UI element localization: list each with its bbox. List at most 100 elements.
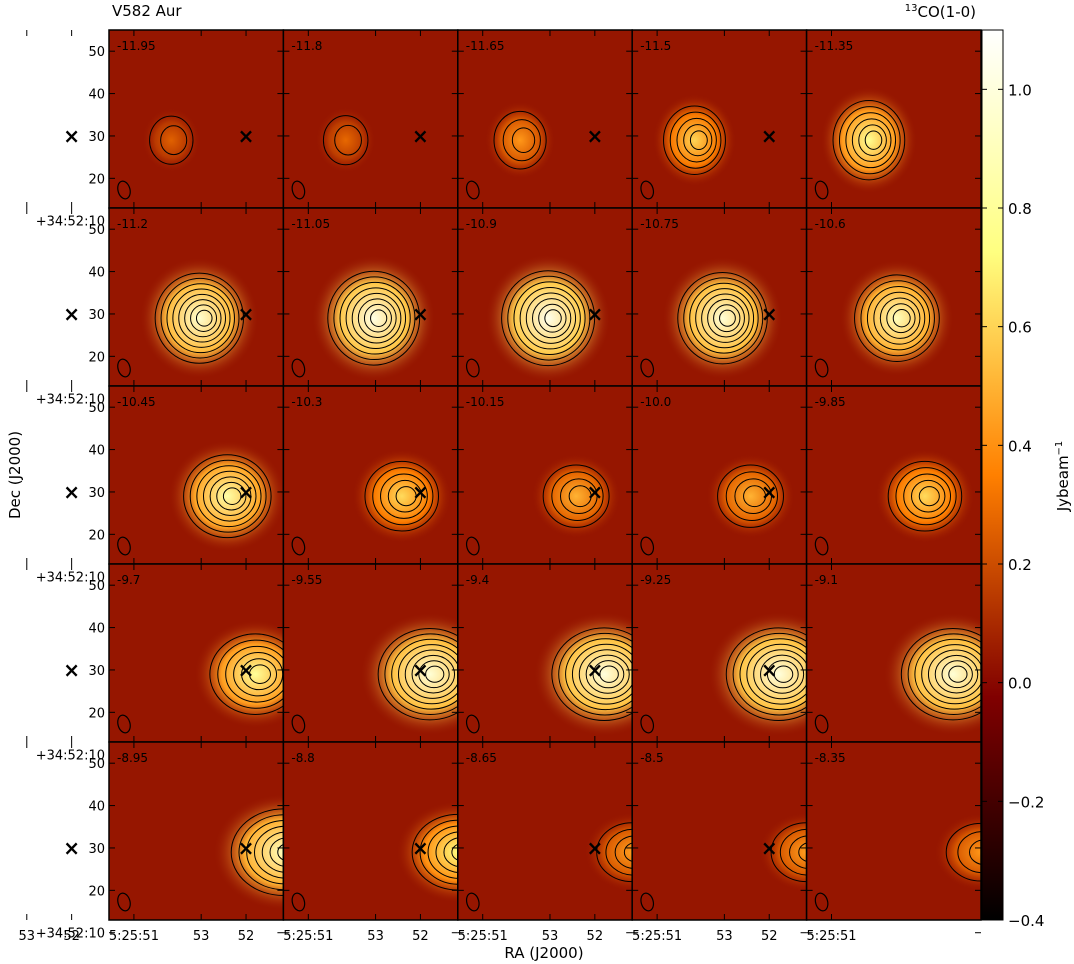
contour-line bbox=[779, 828, 807, 876]
beam-ellipse bbox=[291, 180, 306, 200]
source-position-marker: × bbox=[63, 480, 80, 504]
contour-line bbox=[887, 460, 963, 532]
x-tick-label: 53 bbox=[716, 929, 733, 944]
y-tick-label: 20 bbox=[88, 884, 105, 899]
emission-region bbox=[139, 257, 259, 380]
contour-line bbox=[585, 654, 630, 694]
contour-line bbox=[798, 842, 807, 862]
emission-region bbox=[484, 101, 556, 180]
colorbar-label: Jybeam−1 bbox=[1054, 441, 1072, 513]
source-position-marker: × bbox=[586, 658, 603, 682]
contour-line bbox=[351, 292, 402, 344]
x-tick-label: 52 bbox=[412, 929, 429, 944]
y-tick-label: 40 bbox=[88, 800, 105, 815]
channel-panel: × -8.65 53 52 5:25:51 bbox=[367, 741, 633, 944]
channel-panel: × -9.25 bbox=[549, 563, 808, 756]
channel-velocity-label: -9.4 bbox=[466, 573, 489, 587]
x-tick-label: 52 bbox=[587, 929, 604, 944]
contour-line bbox=[948, 665, 968, 683]
contour-line bbox=[418, 660, 450, 689]
channel-velocity-label: -9.85 bbox=[815, 395, 846, 409]
emission-region bbox=[360, 612, 458, 736]
contour-line bbox=[851, 118, 892, 163]
contour-line bbox=[701, 293, 750, 343]
contour-line bbox=[269, 837, 284, 867]
contour-line bbox=[713, 304, 741, 333]
contour-line bbox=[196, 465, 262, 528]
contour-line bbox=[760, 654, 805, 694]
beam-ellipse bbox=[117, 714, 131, 734]
beam-ellipse bbox=[465, 892, 480, 912]
channel-velocity-label: -11.95 bbox=[117, 39, 156, 53]
contour-line bbox=[596, 822, 633, 883]
contour-line bbox=[957, 831, 981, 874]
colorbar-tick-label: 0.8 bbox=[1008, 200, 1032, 218]
emission-region bbox=[485, 254, 611, 383]
channel-panel: × -10.9 bbox=[375, 207, 633, 400]
emission-region bbox=[820, 86, 918, 194]
source-position-marker: × bbox=[412, 302, 429, 326]
source-position-marker: × bbox=[238, 836, 255, 860]
contour-line bbox=[248, 664, 271, 684]
contour-line bbox=[370, 309, 388, 327]
beam-ellipse bbox=[640, 714, 655, 734]
contour-line bbox=[789, 835, 807, 869]
contour-line bbox=[172, 288, 231, 348]
contour-line bbox=[683, 124, 713, 157]
beam-ellipse bbox=[291, 358, 306, 378]
channel-velocity-label: -8.5 bbox=[640, 751, 663, 765]
source-position-marker: × bbox=[238, 124, 255, 148]
source-position-marker: × bbox=[761, 124, 778, 148]
contour-line bbox=[241, 658, 278, 691]
source-position-marker: × bbox=[63, 302, 80, 326]
contour-line bbox=[558, 632, 633, 716]
contour-line bbox=[277, 843, 284, 861]
contour-line bbox=[773, 665, 794, 683]
y-tick-label: 40 bbox=[88, 622, 105, 637]
contour-line bbox=[377, 628, 458, 721]
y-tick-label: 40 bbox=[88, 88, 105, 103]
y-tick-label: +34:52:10 bbox=[36, 571, 105, 586]
channel-velocity-label: -11.2 bbox=[117, 217, 148, 231]
channel-velocity-label: -10.6 bbox=[815, 217, 846, 231]
channel-velocity-label: -9.55 bbox=[291, 573, 322, 587]
x-tick-label: 52 bbox=[238, 929, 255, 944]
contour-line bbox=[502, 119, 541, 162]
contour-line bbox=[443, 837, 458, 867]
source-position-marker: × bbox=[63, 836, 80, 860]
channel-panel: × -11.65 bbox=[375, 29, 633, 222]
channel-velocity-label: -11.35 bbox=[815, 39, 854, 53]
channel-velocity-label: -10.75 bbox=[640, 217, 679, 231]
channel-velocity-label: -8.35 bbox=[815, 751, 846, 765]
contour-line bbox=[941, 660, 973, 689]
channel-panel: × -10.75 bbox=[549, 207, 808, 400]
contour-line bbox=[914, 638, 981, 710]
channel-panel: × -11.2 50 40 30 20 +34:52:10 bbox=[26, 207, 285, 408]
contour-line bbox=[160, 125, 188, 156]
colorbar-unit: Jybeam bbox=[1054, 455, 1072, 512]
contour-line bbox=[677, 272, 768, 365]
contour-line bbox=[725, 627, 807, 721]
contour-line bbox=[746, 643, 807, 705]
contour-line bbox=[380, 473, 428, 519]
contour-line bbox=[592, 660, 625, 689]
beam-ellipse bbox=[291, 536, 306, 556]
source-position-marker: × bbox=[238, 480, 255, 504]
contour-line bbox=[605, 828, 633, 876]
beam-ellipse bbox=[640, 358, 655, 378]
y-tick-label: 20 bbox=[88, 528, 105, 543]
panel-frame bbox=[805, 741, 982, 921]
beam-ellipse bbox=[465, 714, 480, 734]
contour-line bbox=[892, 309, 911, 328]
y-tick-label: 50 bbox=[88, 757, 105, 772]
figure-title-left: V582 Aur bbox=[112, 2, 182, 20]
title-isotope-superscript: 13 bbox=[905, 3, 918, 14]
channel-velocity-label: -9.25 bbox=[640, 573, 671, 587]
x-tick-label: 53 bbox=[193, 929, 210, 944]
source-position-marker: × bbox=[761, 658, 778, 682]
channel-panel: × -8.35 53 52 5:25:51 bbox=[716, 741, 982, 944]
contour-line bbox=[363, 303, 392, 333]
contour-line bbox=[695, 288, 755, 349]
source-position-marker: × bbox=[761, 836, 778, 860]
contour-line bbox=[333, 276, 416, 361]
